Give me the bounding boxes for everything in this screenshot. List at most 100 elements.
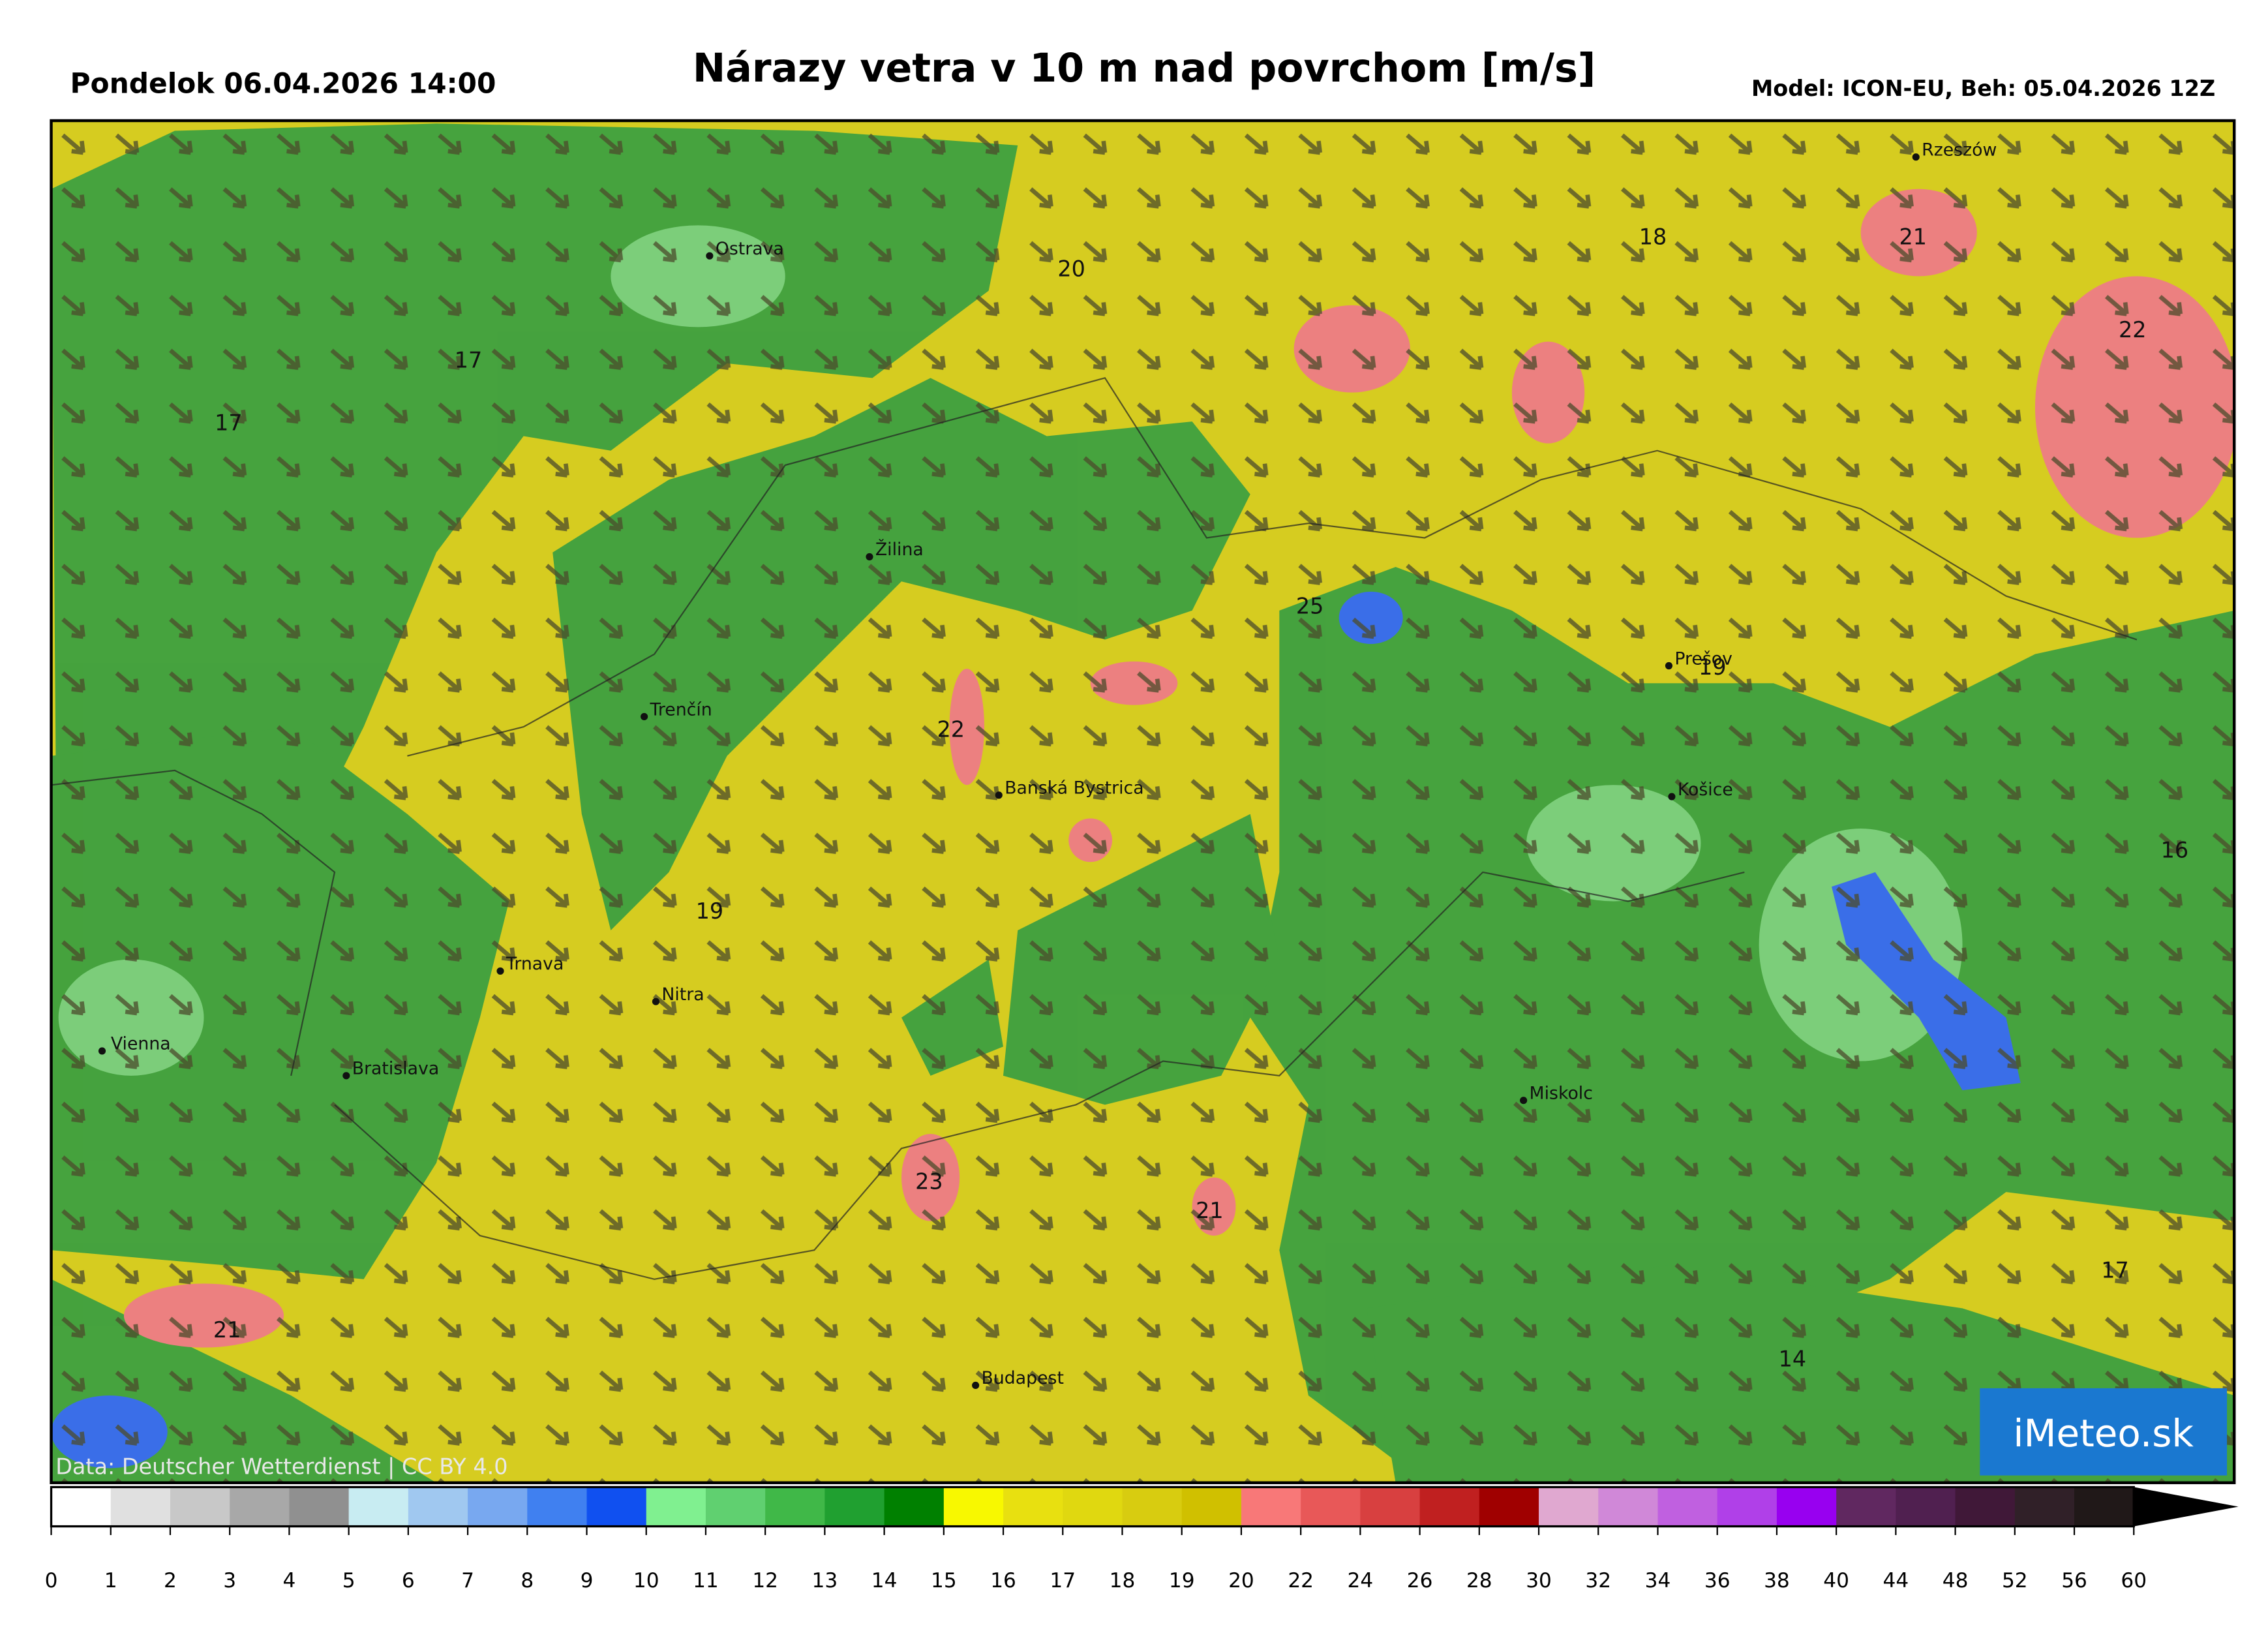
- city-label: Banská Bystrica: [1005, 778, 1143, 799]
- colorbar-segment: [230, 1487, 290, 1527]
- colorbar-segment: [1717, 1487, 1778, 1527]
- city-label: Prešov: [1674, 648, 1732, 669]
- colorbar-tick-label: 7: [461, 1569, 474, 1593]
- city-label: Nitra: [661, 984, 704, 1005]
- colorbar-tick-label: 24: [1348, 1569, 1374, 1593]
- colorbar-tick-label: 22: [1288, 1569, 1314, 1593]
- colorbar-tick-label: 17: [1050, 1569, 1076, 1593]
- colorbar-tick-label: 18: [1110, 1569, 1136, 1593]
- colorbar-segment: [2074, 1487, 2135, 1527]
- attribution: Data: Deutscher Wetterdienst | CC BY 4.0: [55, 1454, 507, 1479]
- colorbar-tick-label: 9: [581, 1569, 594, 1593]
- value-label: 23: [915, 1169, 943, 1195]
- colorbar-segment: [765, 1487, 826, 1527]
- colorbar-segment: [408, 1487, 469, 1527]
- city-dot: [1665, 662, 1673, 670]
- colorbar-segment: [1360, 1487, 1421, 1527]
- city-label: Žilina: [875, 539, 924, 560]
- colorbar-tick-label: 56: [2061, 1569, 2087, 1593]
- colorbar-tick-label: 16: [990, 1569, 1016, 1593]
- colorbar-segment: [1955, 1487, 2016, 1527]
- city-label: Miskolc: [1530, 1083, 1593, 1103]
- colorbar-tick-label: 13: [812, 1569, 838, 1593]
- colorbar-segment: [2014, 1487, 2076, 1527]
- colorbar-tick-label: 40: [1823, 1569, 1849, 1593]
- value-label: 18: [1639, 224, 1667, 249]
- colorbar-segment: [51, 1487, 112, 1527]
- city-label: Košice: [1678, 780, 1733, 800]
- colorbar-tick-label: 14: [871, 1569, 898, 1593]
- value-label: 25: [1296, 593, 1324, 618]
- city-dot: [866, 553, 873, 560]
- colorbar-tick-label: 26: [1407, 1569, 1433, 1593]
- colorbar-segment: [1241, 1487, 1302, 1527]
- city-label: Trenčín: [650, 699, 712, 720]
- value-label: 14: [1779, 1346, 1807, 1371]
- colorbar-tick-label: 30: [1526, 1569, 1552, 1593]
- colorbar-segment: [1598, 1487, 1659, 1527]
- city-dot: [1912, 153, 1920, 161]
- city-dot: [496, 967, 504, 975]
- city-dot: [995, 791, 1003, 799]
- value-label: 17: [2101, 1258, 2129, 1283]
- colorbar-segment: [110, 1487, 172, 1527]
- value-label: 17: [455, 348, 483, 373]
- value-label: 20: [1057, 256, 1085, 281]
- colorbar-tick-label: 10: [633, 1569, 659, 1593]
- colorbar-tick-label: 8: [521, 1569, 534, 1593]
- colorbar-segment: [1063, 1487, 1123, 1527]
- city-label: Budapest: [982, 1368, 1064, 1388]
- colorbar-segment: [527, 1487, 588, 1527]
- colorbar-tick-label: 11: [693, 1569, 719, 1593]
- city-dot: [706, 252, 714, 260]
- colorbar-tick-label: 48: [1943, 1569, 1969, 1593]
- model: Model: ICON-EU, Beh: 05.04.2026 12Z: [1751, 76, 2215, 101]
- colorbar-tick-label: 15: [931, 1569, 957, 1593]
- map: [51, 120, 2235, 1483]
- colorbar-tick-label: 32: [1585, 1569, 1611, 1593]
- colorbar-segment: [289, 1487, 350, 1527]
- colorbar-segment: [1539, 1487, 1599, 1527]
- colorbar-tick-label: 4: [282, 1569, 295, 1593]
- colorbar-segment: [1181, 1487, 1243, 1527]
- city-dot: [972, 1381, 980, 1390]
- colorbar-tick-label: 12: [752, 1569, 778, 1593]
- colorbar-tick-label: 38: [1764, 1569, 1790, 1593]
- colorbar-tick-label: 34: [1645, 1569, 1671, 1593]
- value-label: 22: [937, 717, 965, 742]
- city-label: Vienna: [111, 1034, 171, 1054]
- colorbar-tick-label: 20: [1228, 1569, 1254, 1593]
- map-frame: [50, 119, 2236, 1484]
- colorbar-segment: [1419, 1487, 1480, 1527]
- colorbar-tick-label: 1: [104, 1569, 117, 1593]
- value-label: 19: [696, 898, 724, 924]
- city-dot: [342, 1072, 350, 1080]
- colorbar-segment: [1836, 1487, 1897, 1527]
- city-dot: [652, 998, 660, 1005]
- value-label: 21: [213, 1317, 241, 1343]
- colorbar-segment: [1301, 1487, 1361, 1527]
- colorbar-segment: [1776, 1487, 1837, 1527]
- value-label: 21: [1899, 224, 1928, 249]
- city-dot: [98, 1047, 106, 1055]
- colorbar-segment: [170, 1487, 231, 1527]
- city-label: Rzeszów: [1922, 140, 1997, 160]
- colorbar-segment: [705, 1487, 766, 1527]
- city-label: Bratislava: [352, 1059, 440, 1079]
- city-dot: [641, 712, 648, 721]
- colorbar-segment: [824, 1487, 885, 1527]
- colorbar-tick-label: 0: [45, 1569, 58, 1593]
- value-label: 22: [2119, 317, 2147, 343]
- colorbar-segment: [348, 1487, 409, 1527]
- colorbar-segment: [1479, 1487, 1540, 1527]
- colorbar-tick-label: 36: [1704, 1569, 1731, 1593]
- colorbar-segment: [943, 1487, 1005, 1527]
- colorbar-tick-label: 44: [1883, 1569, 1909, 1593]
- date: Pondelok 06.04.2026 14:00: [70, 68, 496, 100]
- city-label: Trnava: [506, 954, 564, 974]
- colorbar-tick-label: 28: [1466, 1569, 1492, 1593]
- colorbar-tick-label: 60: [2121, 1569, 2147, 1593]
- value-label: 21: [1196, 1198, 1224, 1223]
- colorbar-segment: [586, 1487, 647, 1527]
